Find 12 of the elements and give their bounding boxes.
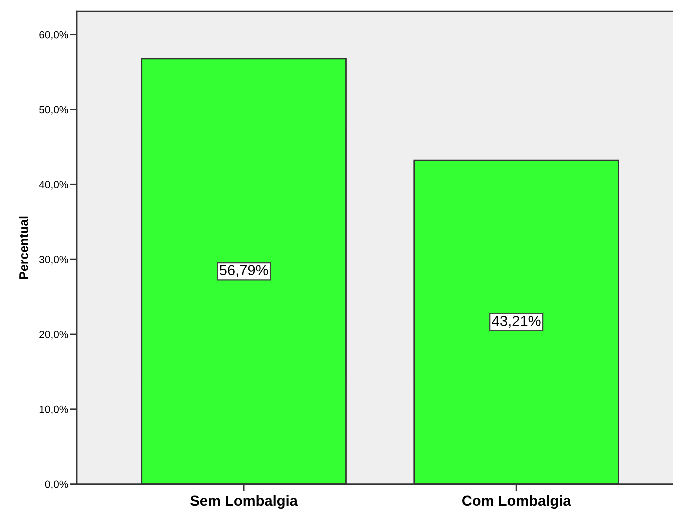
data-label: 43,21% <box>492 316 541 328</box>
y-tick-label: 0,0% <box>45 480 68 490</box>
y-tick-label: 40,0% <box>39 181 68 190</box>
y-tick-label: 30,0% <box>40 256 68 265</box>
y-axis-title: Percentual <box>19 216 28 280</box>
data-label: 56,79% <box>220 265 268 278</box>
y-tick-label: 10,0% <box>40 406 68 414</box>
x-tick-label: Com Lombalgia <box>462 495 572 510</box>
y-tick-label: 50,0% <box>40 106 68 115</box>
y-tick-label: 60,0% <box>40 31 68 40</box>
x-tick-label: Sem Lombalgia <box>190 495 298 510</box>
y-tick-label: 20,0% <box>40 330 68 340</box>
